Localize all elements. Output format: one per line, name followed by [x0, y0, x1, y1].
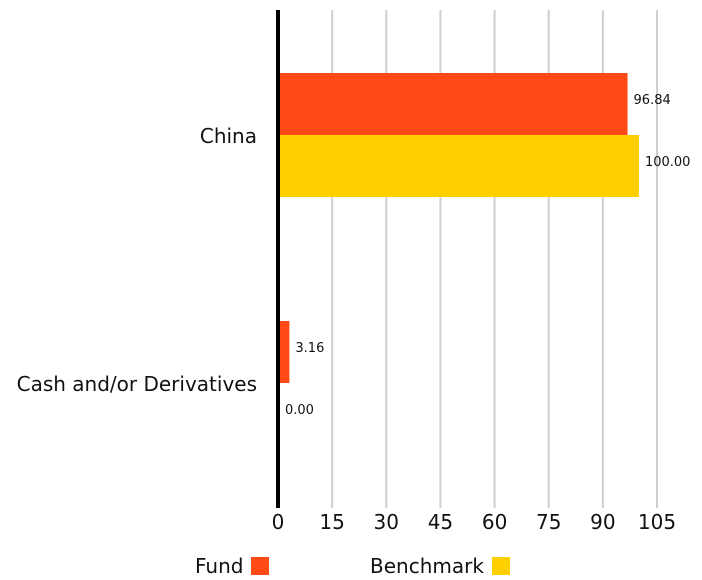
x-axis-tick-label: 45 [428, 510, 453, 534]
value-labels: 96.84 100.00 3.16 0.00 [285, 93, 690, 418]
legend-swatch-benchmark [491, 557, 510, 575]
bar-benchmark-0 [278, 135, 639, 197]
category-label: China [200, 124, 257, 148]
x-axis-tick-label: 90 [590, 510, 615, 534]
x-axis-tick-label: 60 [482, 510, 507, 534]
legend-label-benchmark: Benchmark [370, 554, 484, 578]
x-axis-tick-label: 105 [638, 510, 676, 534]
x-axis-tick-labels: 0 15 30 45 60 75 90 105 [272, 510, 676, 534]
value-label: 100.00 [645, 155, 691, 170]
bar-fund-1 [278, 321, 290, 383]
category-labels: China Cash and/or Derivatives [17, 124, 257, 396]
category-label: Cash and/or Derivatives [17, 372, 257, 396]
x-axis-tick-label: 30 [374, 510, 399, 534]
value-label: 3.16 [295, 341, 324, 356]
value-label: 96.84 [634, 93, 671, 108]
bar-fund-0 [278, 73, 628, 135]
legend-label-fund: Fund [195, 554, 244, 578]
x-axis-tick-label: 75 [536, 510, 561, 534]
x-axis-tick-label: 0 [272, 510, 285, 534]
legend-item-fund: Fund [195, 554, 270, 578]
value-label: 0.00 [285, 403, 314, 418]
legend-item-benchmark: Benchmark [370, 556, 510, 576]
bars [278, 73, 639, 383]
legend-swatch-fund [251, 557, 270, 575]
x-axis-tick-label: 15 [319, 510, 344, 534]
